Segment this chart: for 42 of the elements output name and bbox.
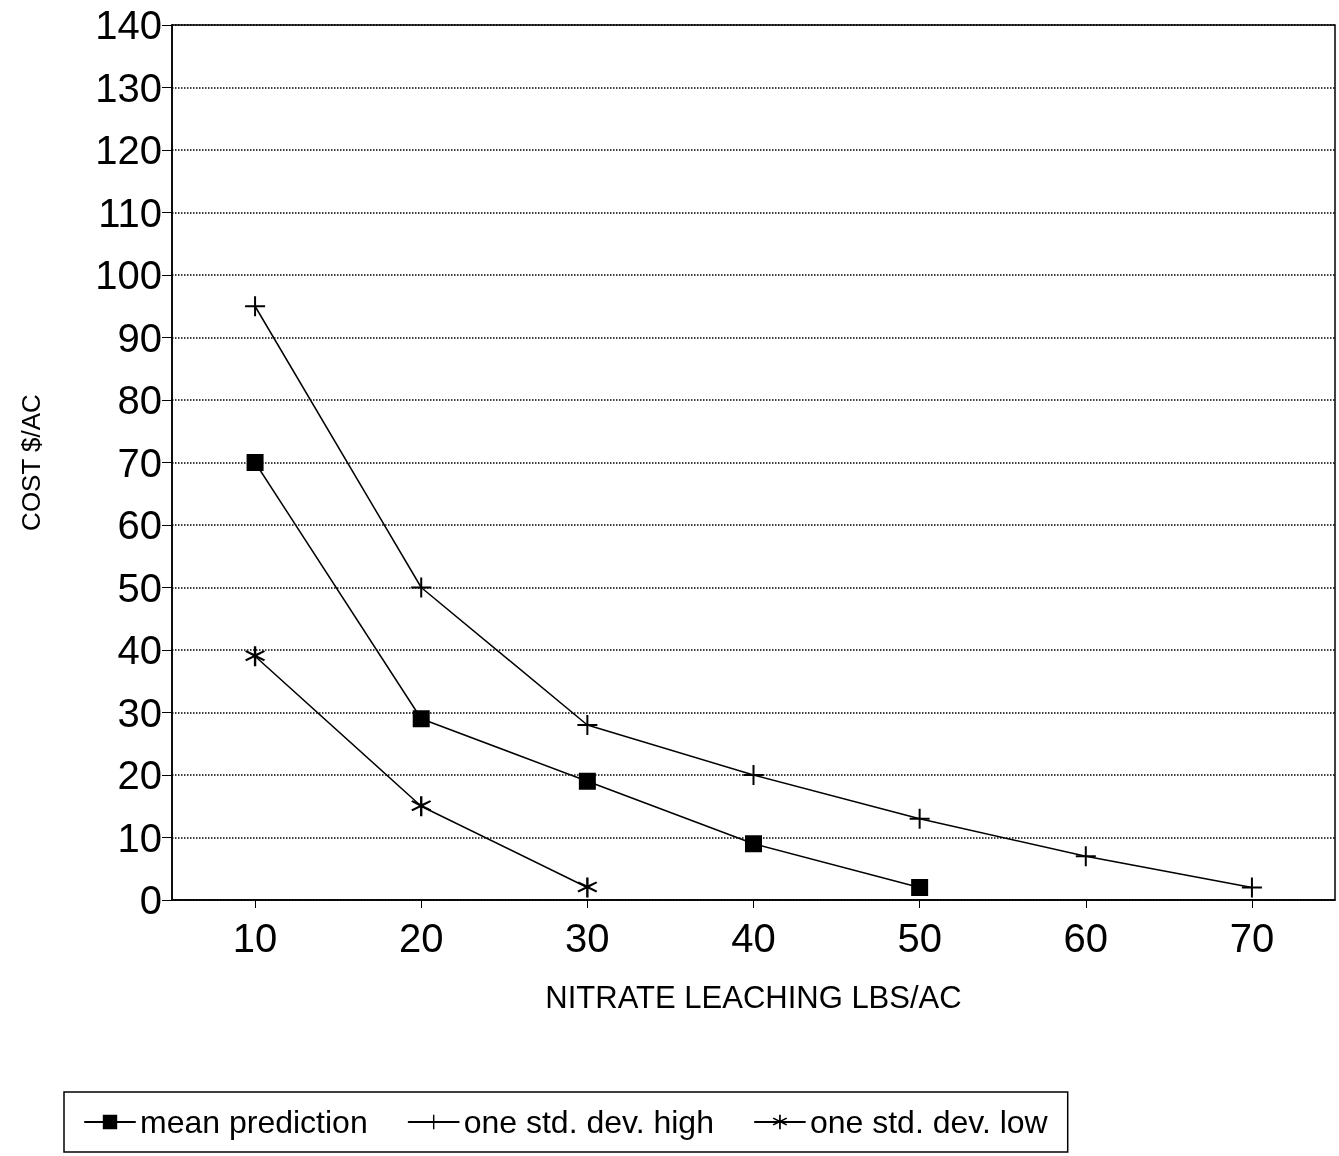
y-tick-label: 30 (117, 690, 162, 735)
x-axis-title: NITRATE LEACHING LBS/AC (545, 980, 962, 1015)
x-tick-label: 20 (398, 916, 444, 960)
point (577, 877, 598, 898)
legend-label: one std. dev. high (463, 1104, 714, 1140)
point (578, 772, 596, 790)
legend-label: one std. dev. low (809, 1104, 1049, 1140)
legend-label: mean prediction (140, 1104, 368, 1140)
y-tick-label: 10 (117, 815, 162, 860)
point (911, 879, 929, 896)
y-tick-label: 0 (139, 878, 162, 922)
x-tick-label: 10 (232, 916, 278, 960)
y-tick-label: 120 (95, 128, 162, 172)
y-tick-label: 130 (95, 65, 162, 110)
y-tick-label: 70 (117, 440, 162, 485)
point (909, 808, 930, 829)
x-tick-label: 50 (897, 916, 942, 960)
y-tick-label: 140 (95, 3, 162, 47)
y-tick-label: 40 (117, 628, 162, 672)
point (1075, 846, 1096, 867)
point (245, 296, 266, 317)
point (412, 710, 430, 728)
point (245, 646, 266, 667)
point (411, 577, 432, 598)
y-tick-label: 100 (95, 253, 162, 297)
y-tick-label: 90 (117, 315, 162, 360)
point (743, 765, 764, 785)
x-tick-label: 40 (731, 916, 776, 960)
point (246, 454, 264, 471)
x-tick-label: 60 (1063, 916, 1109, 960)
x-tick-label: 70 (1229, 916, 1275, 960)
point (411, 796, 432, 817)
y-axis-title: COST $/AC (16, 394, 46, 531)
point (1241, 877, 1262, 898)
x-tick-label: 30 (565, 916, 610, 960)
y-tick-label: 20 (117, 753, 162, 797)
y-tick-label: 80 (117, 378, 162, 422)
point (577, 715, 598, 735)
point (745, 835, 762, 853)
y-tick-label: 110 (98, 190, 162, 235)
y-tick-label: 60 (117, 503, 162, 547)
y-tick-label: 50 (117, 565, 162, 610)
